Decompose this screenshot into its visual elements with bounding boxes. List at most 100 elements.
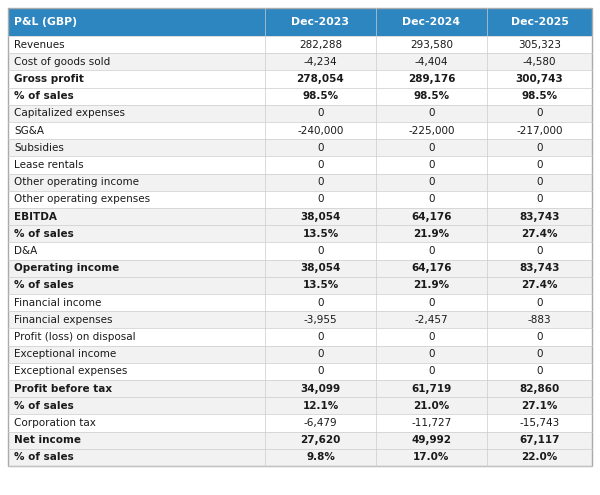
Text: 0: 0 — [536, 108, 542, 118]
Text: 83,743: 83,743 — [519, 263, 560, 273]
Text: 0: 0 — [536, 297, 542, 307]
Text: -15,743: -15,743 — [520, 418, 560, 428]
Text: -4,234: -4,234 — [304, 57, 337, 67]
Text: -225,000: -225,000 — [408, 126, 455, 136]
Bar — [8, 174, 592, 191]
Text: Capitalized expenses: Capitalized expenses — [14, 108, 125, 118]
Text: 13.5%: 13.5% — [302, 229, 338, 239]
Text: % of sales: % of sales — [14, 452, 74, 462]
Bar — [8, 243, 592, 259]
Text: -6,479: -6,479 — [304, 418, 337, 428]
Text: % of sales: % of sales — [14, 229, 74, 239]
Text: % of sales: % of sales — [14, 280, 74, 291]
Text: 82,860: 82,860 — [520, 384, 560, 394]
Text: 21.9%: 21.9% — [413, 229, 449, 239]
Text: 0: 0 — [536, 195, 542, 204]
Text: Net income: Net income — [14, 435, 81, 445]
Text: 0: 0 — [317, 195, 323, 204]
Text: 17.0%: 17.0% — [413, 452, 449, 462]
Text: Dec-2023: Dec-2023 — [292, 17, 349, 27]
Text: 0: 0 — [428, 108, 434, 118]
Text: 0: 0 — [317, 177, 323, 187]
Text: -217,000: -217,000 — [516, 126, 563, 136]
Text: SG&A: SG&A — [14, 126, 44, 136]
Text: 0: 0 — [428, 366, 434, 376]
Text: 0: 0 — [536, 366, 542, 376]
Bar — [8, 277, 592, 294]
Bar — [8, 432, 592, 449]
Text: 305,323: 305,323 — [518, 40, 561, 50]
Text: 0: 0 — [317, 246, 323, 256]
Text: EBITDA: EBITDA — [14, 211, 57, 222]
Text: -3,955: -3,955 — [304, 315, 337, 325]
Text: Exceptional income: Exceptional income — [14, 349, 116, 359]
Bar — [8, 36, 592, 53]
Bar — [8, 225, 592, 243]
Text: 0: 0 — [317, 160, 323, 170]
Text: Cost of goods sold: Cost of goods sold — [14, 57, 110, 67]
Text: 27.1%: 27.1% — [521, 401, 557, 411]
Text: -4,580: -4,580 — [523, 57, 556, 67]
Text: 0: 0 — [428, 143, 434, 153]
Text: -11,727: -11,727 — [411, 418, 452, 428]
Text: 13.5%: 13.5% — [302, 280, 338, 291]
Bar — [8, 449, 592, 466]
Text: 0: 0 — [536, 177, 542, 187]
Bar — [8, 311, 592, 328]
Text: 0: 0 — [317, 143, 323, 153]
Text: 300,743: 300,743 — [515, 74, 563, 84]
Bar — [8, 328, 592, 346]
Text: 27.4%: 27.4% — [521, 280, 557, 291]
Text: 49,992: 49,992 — [412, 435, 451, 445]
Text: 0: 0 — [317, 349, 323, 359]
Text: 34,099: 34,099 — [301, 384, 341, 394]
Text: 0: 0 — [536, 332, 542, 342]
Bar — [8, 414, 592, 432]
Text: Corporation tax: Corporation tax — [14, 418, 96, 428]
Text: Gross profit: Gross profit — [14, 74, 84, 84]
Text: 278,054: 278,054 — [296, 74, 344, 84]
Text: 98.5%: 98.5% — [302, 91, 338, 101]
Text: 38,054: 38,054 — [300, 263, 341, 273]
Text: Operating income: Operating income — [14, 263, 119, 273]
Text: 64,176: 64,176 — [411, 211, 452, 222]
Text: 0: 0 — [536, 246, 542, 256]
Text: 12.1%: 12.1% — [302, 401, 338, 411]
Text: 0: 0 — [428, 160, 434, 170]
Text: 0: 0 — [317, 332, 323, 342]
Text: 64,176: 64,176 — [411, 263, 452, 273]
Text: Profit (loss) on disposal: Profit (loss) on disposal — [14, 332, 136, 342]
Bar — [8, 346, 592, 363]
Text: 98.5%: 98.5% — [521, 91, 557, 101]
Text: 38,054: 38,054 — [300, 211, 341, 222]
Text: D&A: D&A — [14, 246, 37, 256]
Text: Revenues: Revenues — [14, 40, 65, 50]
Text: 21.0%: 21.0% — [413, 401, 449, 411]
Text: 0: 0 — [428, 177, 434, 187]
Text: 22.0%: 22.0% — [521, 452, 557, 462]
Text: 0: 0 — [428, 195, 434, 204]
Text: 0: 0 — [536, 160, 542, 170]
Text: -2,457: -2,457 — [415, 315, 448, 325]
Text: Profit before tax: Profit before tax — [14, 384, 112, 394]
Text: 67,117: 67,117 — [519, 435, 560, 445]
Bar — [8, 70, 592, 88]
Bar — [8, 53, 592, 70]
Bar — [8, 122, 592, 139]
Text: 83,743: 83,743 — [519, 211, 560, 222]
Text: Financial income: Financial income — [14, 297, 101, 307]
Text: Other operating expenses: Other operating expenses — [14, 195, 150, 204]
Text: 21.9%: 21.9% — [413, 280, 449, 291]
Text: 0: 0 — [317, 108, 323, 118]
Bar — [8, 259, 592, 277]
Bar — [8, 380, 592, 397]
Text: -883: -883 — [527, 315, 551, 325]
Text: Subsidies: Subsidies — [14, 143, 64, 153]
Text: 0: 0 — [536, 349, 542, 359]
Text: Financial expenses: Financial expenses — [14, 315, 113, 325]
Text: % of sales: % of sales — [14, 91, 74, 101]
Bar — [8, 397, 592, 414]
Text: 0: 0 — [536, 143, 542, 153]
Bar — [8, 105, 592, 122]
Text: 0: 0 — [428, 349, 434, 359]
